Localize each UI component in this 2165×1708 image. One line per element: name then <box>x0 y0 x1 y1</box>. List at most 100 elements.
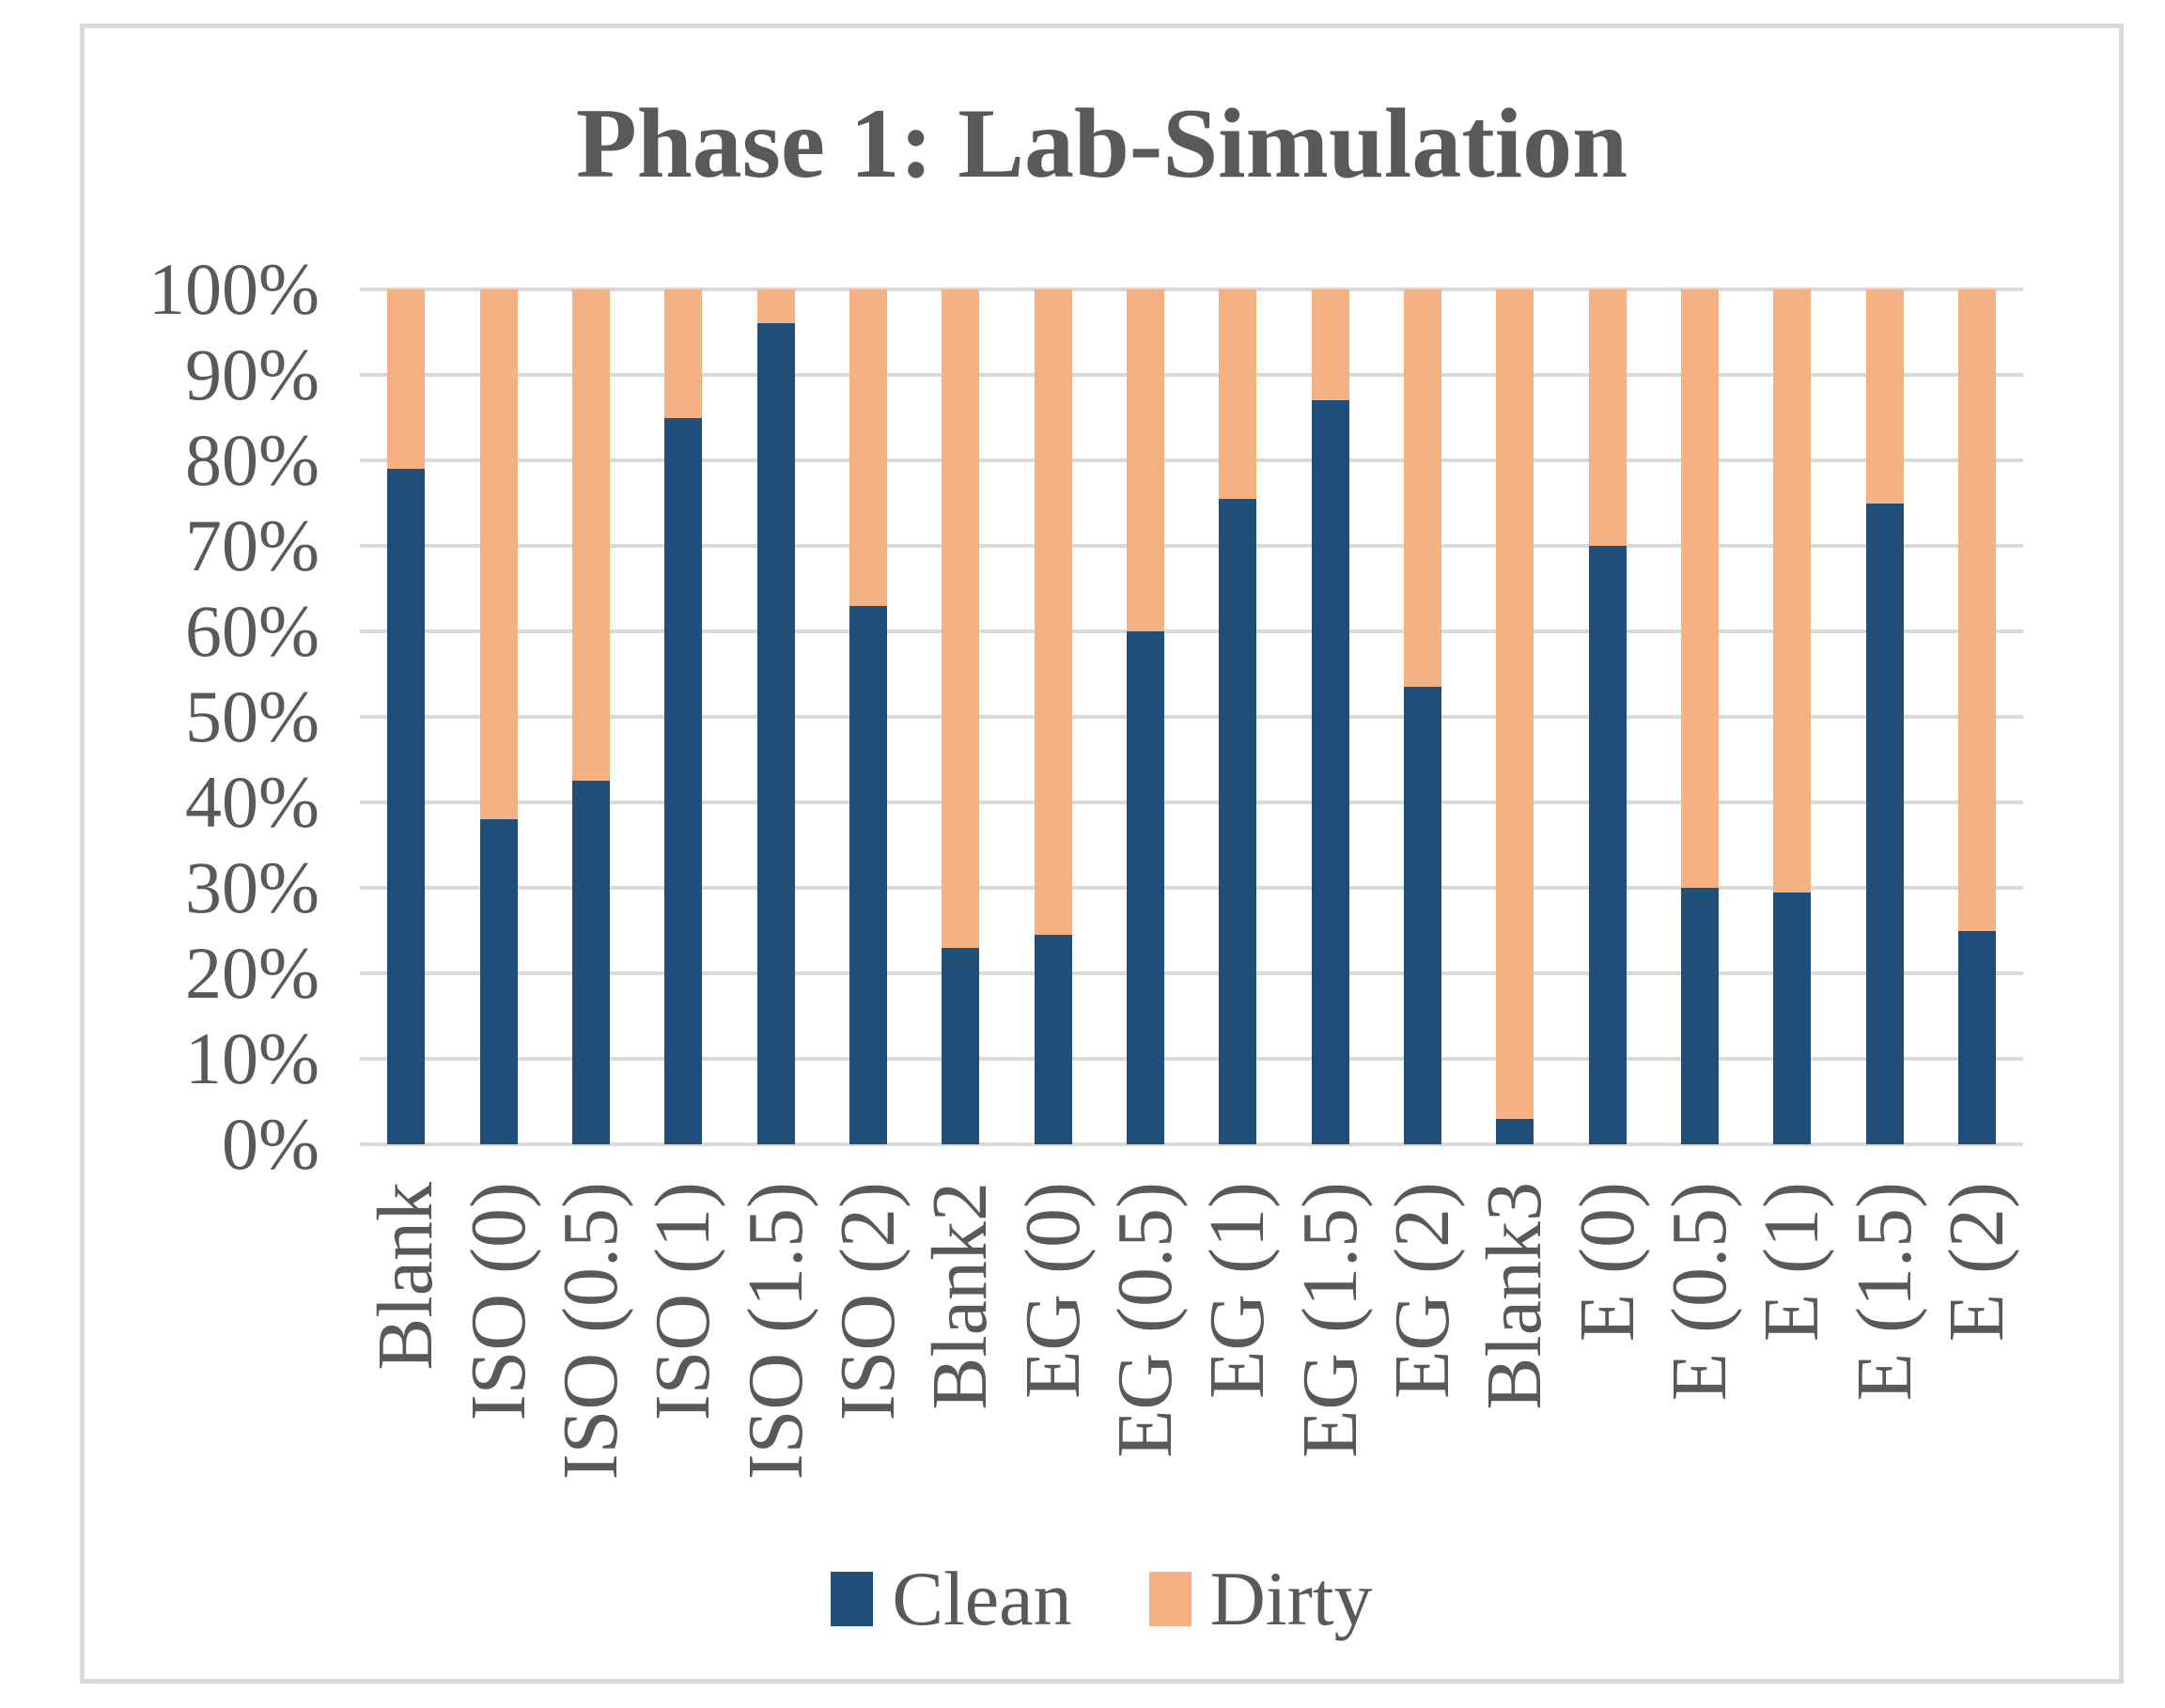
x-axis-tick-label: ISO (1.5) <box>731 1182 819 1481</box>
bar-segment-dirty <box>664 289 703 418</box>
legend-item-dirty: Dirty <box>1148 1552 1373 1646</box>
bar-segment-clean <box>1496 1118 1534 1144</box>
bar-segment-dirty <box>1496 289 1534 1119</box>
gridline <box>360 971 2023 975</box>
gridline <box>360 1057 2023 1061</box>
bar-group-E (1) <box>1773 289 1812 1144</box>
bar-group-E (0) <box>1588 289 1627 1144</box>
x-axis-tick-label: E (1.5) <box>1840 1182 1928 1402</box>
bar-segment-clean <box>1311 400 1349 1144</box>
bar-segment-dirty <box>1773 289 1812 893</box>
legend-label-clean: Clean <box>892 1556 1072 1641</box>
bar-segment-clean <box>1680 888 1719 1144</box>
x-axis-tick-label: EG (0.5) <box>1100 1182 1189 1458</box>
bar-segment-clean <box>1126 631 1164 1144</box>
bar-group-ISO (1.5) <box>756 289 795 1144</box>
bar-segment-dirty <box>1680 289 1719 888</box>
bar-segment-clean <box>1588 546 1627 1144</box>
bar-segment-clean <box>1773 892 1812 1144</box>
x-axis-tick-label: EG (0) <box>1008 1182 1097 1399</box>
bar-segment-dirty <box>849 289 887 606</box>
y-axis: 100% 90% 80% 70% 60% 50% 40% 30% 20% 10% 0% <box>85 28 319 1679</box>
bar-segment-clean <box>664 417 703 1144</box>
y-axis-tick-label: 40% <box>185 761 319 843</box>
x-axis-tick-label: EG (2) <box>1378 1182 1466 1399</box>
gridline <box>360 544 2023 548</box>
bar-group-Blank <box>387 289 426 1144</box>
gridline <box>360 800 2023 804</box>
bar-segment-dirty <box>479 289 518 820</box>
bar-group-Blank2 <box>942 289 980 1144</box>
bar-group-EG (1.5) <box>1311 289 1349 1144</box>
bar-segment-clean <box>849 605 887 1144</box>
bar-segment-dirty <box>1865 289 1904 504</box>
x-axis-tick-label: Blank3 <box>1471 1182 1559 1410</box>
bar-segment-clean <box>1403 687 1441 1144</box>
y-axis-tick-label: 90% <box>185 334 319 415</box>
gridline <box>360 287 2023 291</box>
bar-segment-dirty <box>1311 289 1349 401</box>
bar-segment-dirty <box>1034 289 1072 936</box>
x-axis-tick-label: ISO (0.5) <box>546 1182 634 1481</box>
legend-swatch-dirty <box>1148 1572 1192 1626</box>
y-axis-tick-label: 80% <box>185 419 319 501</box>
bar-segment-dirty <box>571 289 610 782</box>
y-axis-tick-label: 20% <box>185 932 319 1014</box>
bar-segment-dirty <box>756 289 795 324</box>
bar-segment-clean <box>571 781 610 1144</box>
bar-group-ISO (1) <box>664 289 703 1144</box>
y-axis-tick-label: 50% <box>185 675 319 757</box>
y-axis-tick-label: 70% <box>185 505 319 586</box>
x-axis-tick-label: E (0) <box>1563 1182 1651 1343</box>
chart-title: Phase 1: Lab-Simulation <box>575 88 1628 198</box>
bar-segment-dirty <box>1219 289 1257 499</box>
gridline <box>360 715 2023 719</box>
bar-segment-dirty <box>387 289 426 470</box>
gridline <box>360 1142 2023 1146</box>
bar-segment-clean <box>756 323 795 1144</box>
bar-group-Blank3 <box>1496 289 1534 1144</box>
plot-area <box>360 287 2023 1146</box>
bar-segment-clean <box>1957 930 1996 1144</box>
bar-segment-clean <box>942 947 980 1144</box>
bar-segment-dirty <box>1403 289 1441 688</box>
gridline <box>360 373 2023 377</box>
bar-group-EG (0) <box>1034 289 1072 1144</box>
bar-segment-clean <box>387 469 426 1144</box>
y-axis-tick-label: 0% <box>222 1103 319 1185</box>
bar-segment-clean <box>479 819 518 1144</box>
bar-segment-dirty <box>1957 289 1996 931</box>
bar-group-ISO (0.5) <box>571 289 610 1144</box>
x-axis: Blank ISO (0) ISO (0.5) ISO (1) ISO (1.5) ISO… <box>360 1182 2023 1539</box>
legend-swatch-clean <box>831 1572 874 1626</box>
bar-group-EG (0.5) <box>1126 289 1164 1144</box>
x-axis-tick-label: E (1) <box>1748 1182 1836 1343</box>
x-axis-tick-label: E (2) <box>1932 1182 2020 1343</box>
bar-segment-dirty <box>1588 289 1627 546</box>
gridline <box>360 629 2023 633</box>
x-axis-tick-label: ISO (1) <box>639 1182 727 1421</box>
x-axis-tick-label: EG (1) <box>1193 1182 1282 1399</box>
bar-group-E (0.5) <box>1680 289 1719 1144</box>
x-axis-tick-label: E (0.5) <box>1655 1182 1743 1402</box>
legend: Clean Dirty <box>85 1552 2119 1646</box>
y-axis-tick-label: 10% <box>185 1017 319 1099</box>
x-axis-tick-label: EG (1.5) <box>1285 1182 1374 1458</box>
gridline <box>360 458 2023 462</box>
bar-group-EG (1) <box>1219 289 1257 1144</box>
x-axis-tick-label: Blank <box>362 1182 450 1371</box>
y-axis-tick-label: 60% <box>185 590 319 672</box>
bar-segment-dirty <box>942 289 980 948</box>
x-axis-tick-label: ISO (2) <box>823 1182 911 1421</box>
y-axis-tick-label: 30% <box>185 846 319 928</box>
chart-frame: Phase 1: Lab-Simulation 100% 90% 80% 70% 60%… <box>80 23 2124 1684</box>
bar-segment-clean <box>1034 935 1072 1144</box>
bar-group-ISO (0) <box>479 289 518 1144</box>
legend-label-dirty: Dirty <box>1209 1556 1373 1641</box>
bar-segment-clean <box>1865 503 1904 1144</box>
gridline <box>360 886 2023 890</box>
y-axis-tick-label: 100% <box>148 248 319 330</box>
legend-item-clean: Clean <box>831 1552 1072 1646</box>
bar-group-E (1.5) <box>1865 289 1904 1144</box>
bar-segment-dirty <box>1126 289 1164 631</box>
